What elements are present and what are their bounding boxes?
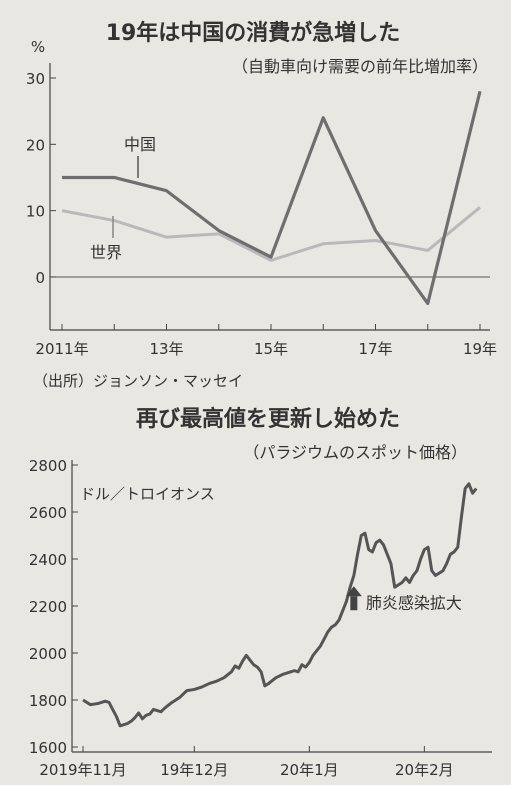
chart-2: 再び最高値を更新し始めた （パラジウムのスポット価格） ドル／トロイオンス 16…	[29, 406, 492, 779]
x-tick-label: 2019年11月	[39, 761, 126, 779]
series-line-palladium	[82, 482, 478, 728]
chart-2-annotation: 肺炎感染拡大	[345, 586, 462, 612]
y-tick-label: 2600	[29, 504, 67, 522]
chart-2-x-ticks: 2019年11月 19年12月 20年1月 20年2月	[39, 746, 454, 779]
x-tick-label: 19年	[463, 340, 497, 358]
chart-1: 19年は中国の消費が急増した （自動車向け需要の前年比増加率） % 0 10 20 3…	[26, 20, 497, 390]
chart-1-x-ticks: 2011年 13年 15年 17年 19年	[35, 324, 497, 358]
chart-1-source: （出所）ジョンソン・マッセイ	[33, 372, 243, 390]
y-tick-label: 20	[26, 136, 45, 154]
y-tick-label: 1800	[29, 692, 67, 710]
chart-1-series	[61, 90, 482, 306]
x-tick-label: 2011年	[35, 340, 88, 358]
y-tick-label: 2000	[29, 645, 67, 663]
y-tick-label: 2800	[29, 457, 67, 475]
chart-1-title: 19年は中国の消費が急増した	[106, 20, 401, 46]
annotation-label: 肺炎感染拡大	[366, 593, 462, 612]
x-tick-label: 13年	[149, 340, 183, 358]
series-label-china: 中国	[124, 135, 156, 154]
x-tick-label: 17年	[358, 340, 392, 358]
chart-2-y-ticks: 1600 1800 2000 2200 2400 2600 2800	[29, 457, 78, 757]
x-tick-label: 19年12月	[160, 761, 228, 779]
chart-2-series	[82, 482, 478, 728]
chart-1-y-ticks: 0 10 20 30	[26, 70, 56, 287]
y-tick-label: 10	[26, 203, 45, 221]
x-tick-label: 15年	[254, 340, 288, 358]
x-tick-label: 20年2月	[395, 761, 454, 779]
series-line-china	[62, 90, 482, 306]
chart-2-title: 再び最高値を更新し始めた	[136, 406, 400, 432]
y-tick-label: 1600	[29, 739, 67, 757]
x-tick-label: 20年1月	[280, 761, 339, 779]
chart-1-subtitle: （自動車向け需要の前年比増加率）	[232, 57, 488, 76]
annotation-arrow-head	[345, 586, 362, 597]
series-label-world: 世界	[90, 243, 122, 262]
y-tick-label: 2200	[29, 598, 67, 616]
chart-1-y-unit: %	[31, 38, 45, 56]
chart-2-y-unit: ドル／トロイオンス	[80, 485, 215, 503]
y-tick-label: 2400	[29, 551, 67, 569]
annotation-arrow-shaft	[350, 596, 358, 611]
y-tick-label: 0	[35, 269, 45, 287]
y-tick-label: 30	[26, 70, 45, 88]
series-line-world	[61, 206, 481, 262]
chart-2-subtitle: （パラジウムのスポット価格）	[243, 443, 467, 462]
